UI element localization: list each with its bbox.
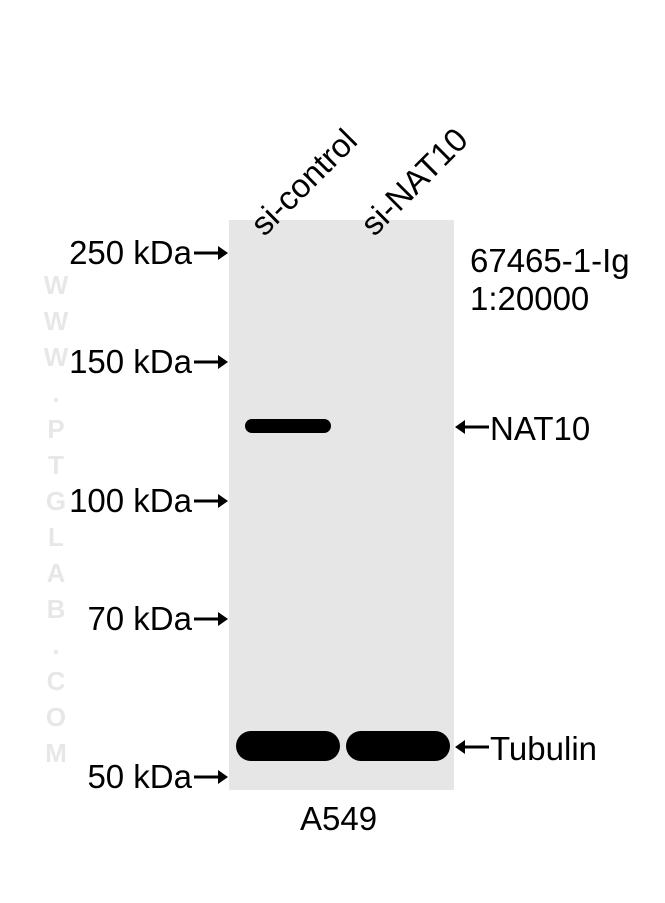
mw-label-70: 70 kDa bbox=[87, 600, 192, 638]
band-tubulin-nat10 bbox=[346, 731, 450, 761]
arrow-tubulin bbox=[455, 738, 489, 756]
mw-arrow-70 bbox=[194, 610, 228, 628]
mw-arrow-100 bbox=[194, 492, 228, 510]
blot-region bbox=[229, 220, 454, 790]
protein-label-tubulin: Tubulin bbox=[490, 730, 597, 768]
mw-arrow-250 bbox=[194, 244, 228, 262]
mw-label-150: 150 kDa bbox=[69, 343, 192, 381]
mw-arrow-150 bbox=[194, 353, 228, 371]
mw-label-100: 100 kDa bbox=[69, 482, 192, 520]
mw-label-250: 250 kDa bbox=[69, 234, 192, 272]
band-nat10-control bbox=[245, 419, 331, 433]
band-tubulin-control bbox=[236, 731, 340, 761]
arrow-nat10 bbox=[455, 418, 489, 436]
protein-label-nat10: NAT10 bbox=[490, 410, 590, 448]
antibody-id: 67465-1-Ig bbox=[470, 242, 630, 280]
mw-label-50: 50 kDa bbox=[87, 758, 192, 796]
sample-label: A549 bbox=[300, 800, 377, 838]
figure-stage: WWW.PTGLAB.COM si-control si-NAT10 250 k… bbox=[0, 0, 665, 903]
mw-arrow-50 bbox=[194, 768, 228, 786]
watermark-text: WWW.PTGLAB.COM bbox=[40, 270, 71, 774]
antibody-dilution: 1:20000 bbox=[470, 280, 589, 318]
